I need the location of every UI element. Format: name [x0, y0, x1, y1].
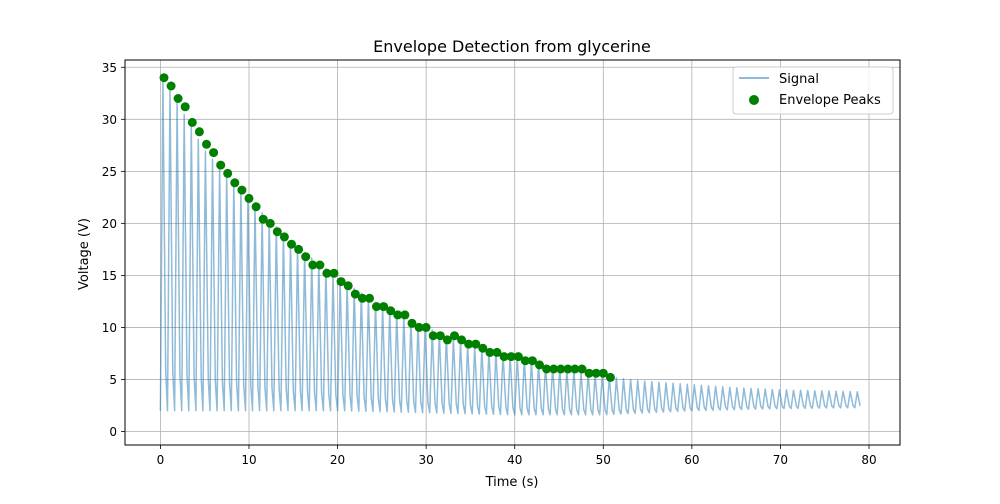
envelope-peak-point	[294, 244, 304, 254]
envelope-peak-point	[442, 335, 452, 345]
envelope-peak-point	[535, 360, 544, 370]
envelope-peak-point	[173, 94, 183, 103]
x-tick-label: 20	[330, 453, 345, 467]
envelope-peak-point	[556, 364, 566, 374]
envelope-peak-point	[180, 102, 190, 112]
envelope-peak-point	[301, 252, 311, 262]
envelope-peak-point	[464, 339, 474, 349]
y-tick-label: 10	[102, 321, 117, 335]
envelope-peak-point	[591, 368, 601, 378]
envelope-peak-point	[577, 364, 587, 374]
envelope-peak-point	[598, 368, 608, 378]
envelope-peak-point	[216, 160, 226, 170]
envelope-peak-point	[471, 339, 481, 349]
envelope-peak-point	[230, 178, 240, 188]
envelope-peak-point	[549, 364, 559, 374]
envelope-peak-point	[485, 347, 495, 357]
legend-peaks-label: Envelope Peaks	[779, 93, 881, 108]
envelope-peak-point	[563, 364, 573, 374]
envelope-peak-point	[499, 352, 509, 362]
envelope-peak-point	[223, 168, 233, 178]
envelope-peak-point	[287, 239, 296, 249]
envelope-peak-point	[506, 352, 516, 362]
envelope-peak-point	[605, 372, 615, 382]
envelope-peak-point	[272, 227, 282, 237]
envelope-peaks-series	[159, 73, 615, 382]
envelope-peak-point	[400, 310, 410, 320]
y-axis-ticks: 0 5 10 15 20 25 30 35	[102, 61, 125, 439]
x-tick-label: 0	[157, 453, 165, 467]
envelope-peak-point	[428, 331, 438, 341]
x-tick-label: 10	[241, 453, 256, 467]
y-tick-label: 30	[102, 113, 117, 127]
envelope-peak-point	[435, 331, 445, 341]
x-tick-label: 60	[684, 453, 699, 467]
envelope-peak-point	[343, 281, 353, 291]
envelope-peak-point	[542, 364, 552, 374]
envelope-peak-point	[584, 368, 594, 378]
legend: Signal Envelope Peaks	[732, 66, 894, 115]
envelope-peak-point	[202, 139, 211, 149]
envelope-peak-point	[322, 268, 332, 278]
legend-box	[732, 66, 894, 115]
y-tick-label: 25	[102, 165, 117, 179]
y-tick-label: 15	[102, 269, 117, 283]
envelope-peak-point	[407, 318, 417, 328]
envelope-peak-point	[279, 232, 289, 242]
x-axis-ticks: 0 10 20 30 40 50 60 70 80	[157, 445, 877, 467]
envelope-peak-point	[194, 127, 204, 137]
envelope-peak-point	[329, 268, 339, 278]
x-axis-label: Time (s)	[485, 475, 539, 490]
envelope-peak-point	[386, 306, 396, 316]
y-tick-label: 35	[102, 61, 117, 75]
x-tick-label: 70	[773, 453, 788, 467]
envelope-peak-point	[421, 322, 431, 332]
legend-signal-label: Signal	[779, 72, 819, 87]
envelope-peak-point	[457, 335, 467, 345]
envelope-peak-point	[513, 352, 523, 362]
envelope-peak-point	[520, 356, 530, 366]
envelope-peak-point	[379, 302, 389, 312]
grid	[125, 60, 900, 445]
axes-frame	[124, 59, 901, 446]
chart-title: Envelope Detection from glycerine	[373, 37, 651, 56]
y-axis-label: Voltage (V)	[77, 218, 92, 290]
envelope-peak-point	[393, 310, 403, 320]
envelope-peak-point	[187, 117, 197, 127]
envelope-peak-point	[159, 73, 169, 83]
envelope-peak-point	[336, 277, 346, 287]
x-tick-label: 80	[861, 453, 876, 467]
envelope-peak-point	[265, 218, 275, 228]
envelope-peak-point	[237, 185, 247, 195]
envelope-peak-point	[166, 81, 176, 91]
envelope-peak-point	[315, 260, 325, 270]
envelope-peak-point	[450, 331, 459, 341]
envelope-peak-point	[492, 347, 502, 357]
envelope-peak-point	[365, 293, 374, 303]
envelope-peak-point	[570, 364, 580, 374]
envelope-peak-point	[251, 202, 261, 212]
y-tick-label: 0	[109, 425, 117, 439]
envelope-peak-point	[478, 343, 488, 353]
envelope-peak-point	[308, 260, 318, 270]
envelope-peak-point	[372, 302, 381, 312]
y-tick-label: 20	[102, 217, 117, 231]
envelope-peak-point	[527, 356, 537, 366]
legend-peaks-swatch	[749, 95, 759, 105]
envelope-peak-point	[258, 214, 268, 224]
y-tick-label: 5	[109, 373, 117, 387]
envelope-peak-point	[209, 148, 219, 158]
envelope-peak-point	[244, 193, 254, 203]
envelope-peak-point	[414, 322, 424, 332]
envelope-peak-point	[350, 289, 360, 299]
x-tick-label: 30	[419, 453, 434, 467]
x-tick-label: 40	[507, 453, 522, 467]
envelope-peak-point	[357, 293, 367, 303]
x-tick-label: 50	[596, 453, 611, 467]
